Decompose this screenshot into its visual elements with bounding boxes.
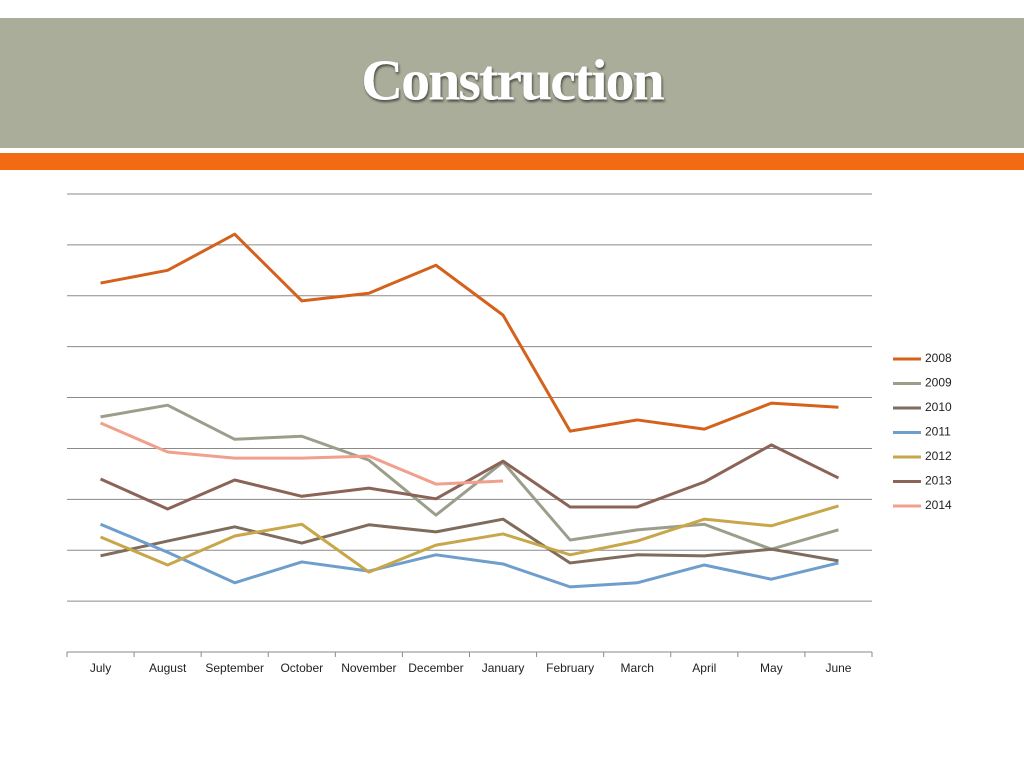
legend-label: 2014 <box>925 498 952 512</box>
x-tick-label: June <box>825 661 851 675</box>
chart-title: Construction <box>361 47 664 112</box>
series-line <box>100 517 839 565</box>
x-tick-label: May <box>760 661 783 675</box>
series-line <box>99 504 839 574</box>
series-line <box>100 232 839 433</box>
x-tick-label: March <box>621 661 654 675</box>
x-tick-label: July <box>90 661 111 675</box>
legend-label: 2008 <box>925 351 952 365</box>
x-tick-label: February <box>546 661 594 675</box>
x-tick-label: August <box>149 661 187 675</box>
series-line <box>99 421 504 486</box>
legend-label: 2011 <box>925 425 951 439</box>
header-band <box>0 18 1024 148</box>
x-tick-label: December <box>408 661 463 675</box>
x-tick-label: January <box>482 661 525 675</box>
x-tick-label: April <box>692 661 716 675</box>
x-tick-label: November <box>341 661 396 675</box>
series-line <box>99 522 839 589</box>
series-line <box>100 403 839 551</box>
legend-label: 2010 <box>925 400 952 414</box>
x-tick-label: September <box>205 661 264 675</box>
legend-label: 2012 <box>925 449 952 463</box>
x-tick-label: October <box>280 661 323 675</box>
legend-label: 2013 <box>925 474 952 488</box>
accent-stripe <box>0 153 1024 170</box>
series-line <box>99 443 840 511</box>
legend-label: 2009 <box>925 376 952 390</box>
